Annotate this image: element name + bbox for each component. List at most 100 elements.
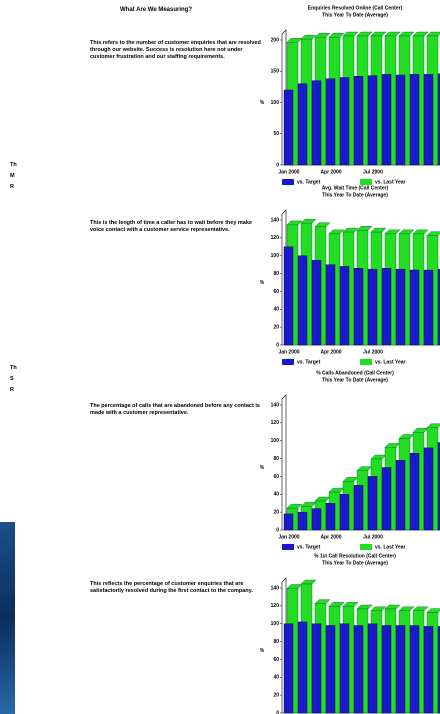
bar-top	[286, 584, 303, 589]
bar	[339, 494, 350, 531]
y-tick-label: 100	[271, 100, 280, 106]
clipped-text: Th	[10, 365, 17, 371]
bar	[311, 80, 322, 166]
bar	[409, 625, 420, 714]
y-tick-label: 120	[271, 420, 280, 426]
bar-top	[300, 218, 317, 224]
y-tick-label: 100	[271, 438, 280, 444]
y-tick-label: 140	[271, 217, 280, 223]
bar	[311, 259, 322, 346]
y-tick-label: 20	[273, 692, 279, 698]
y-tick-label: 0	[276, 342, 279, 348]
bar-top	[412, 31, 429, 37]
x-tick-label: Apr 2000	[320, 349, 341, 355]
bar	[353, 485, 364, 531]
y-tick-label: 20	[273, 324, 279, 330]
bar-top	[384, 443, 401, 448]
bar	[339, 77, 350, 166]
bar-top	[328, 487, 345, 493]
y-tick-label: 140	[271, 585, 280, 591]
bar	[353, 76, 364, 166]
y-axis-label: %	[260, 280, 265, 286]
chart-title: Avg. Wait Time (Call Center)	[322, 185, 389, 191]
legend-label: vs. Last Year	[375, 359, 406, 365]
bar-top	[286, 220, 303, 226]
description: The percentage of calls that are abandon…	[90, 403, 260, 416]
bar-top	[328, 33, 345, 38]
bar-top	[412, 428, 429, 433]
bar-top	[314, 496, 331, 502]
legend-swatch	[360, 179, 372, 185]
y-tick-label: 40	[273, 675, 279, 681]
bar-top	[412, 229, 429, 235]
bar-top	[328, 602, 345, 607]
x-tick-label: Jul 2000	[363, 349, 383, 355]
bar	[353, 268, 364, 346]
bar-top	[356, 31, 373, 37]
bar-top	[370, 606, 387, 611]
y-tick-label: 100	[271, 621, 280, 627]
y-axis-label: %	[260, 465, 265, 471]
bar	[297, 83, 308, 166]
legend-label: vs. Target	[297, 179, 321, 185]
bar	[283, 513, 294, 531]
bar	[339, 623, 350, 714]
bar-top	[314, 33, 331, 38]
bar-top	[370, 31, 387, 37]
y-tick-label: 80	[273, 271, 279, 277]
legend-swatch	[282, 359, 294, 365]
bar-top	[356, 466, 373, 471]
bar	[311, 623, 322, 714]
bar	[423, 626, 434, 714]
bar	[283, 89, 294, 166]
legend-label: vs. Target	[297, 544, 321, 550]
bar	[325, 625, 336, 714]
legend-swatch	[282, 179, 294, 185]
bar-top	[342, 31, 359, 37]
bar-top	[426, 423, 440, 428]
legend-swatch	[360, 544, 372, 550]
bar	[297, 621, 308, 714]
description: This reflects the percentage of customer…	[90, 581, 253, 594]
bar	[367, 75, 378, 166]
bar	[437, 626, 440, 714]
bar-top	[370, 227, 387, 233]
bar	[395, 74, 406, 166]
description: This is the length of time a caller has …	[90, 220, 252, 233]
bar	[297, 255, 308, 346]
y-tick-label: 0	[276, 710, 279, 714]
bar	[367, 268, 378, 346]
bar-top	[342, 477, 359, 482]
y-tick-label: 200	[271, 37, 280, 43]
bar-top	[426, 231, 440, 236]
bar	[325, 503, 336, 531]
y-axis-label: %	[260, 648, 265, 654]
x-tick-label: Jan 2000	[278, 169, 299, 175]
bar	[283, 246, 294, 346]
bar	[409, 453, 420, 531]
bar-top	[356, 604, 373, 610]
legend-label: vs. Last Year	[375, 544, 406, 550]
clipped-text: Th	[10, 162, 17, 168]
legend-label: vs. Target	[297, 359, 321, 365]
bar	[409, 269, 420, 346]
y-tick-label: 50	[273, 131, 279, 137]
bar-top	[342, 227, 359, 233]
bar-top	[342, 602, 359, 607]
y-tick-label: 120	[271, 235, 280, 241]
bar-top	[286, 503, 303, 509]
x-tick-label: Jul 2000	[363, 534, 383, 540]
bar-top	[398, 434, 415, 439]
bar-top	[412, 606, 429, 611]
y-tick-label: 80	[273, 639, 279, 645]
chart-subtitle: This Year To Date (Average)	[322, 192, 388, 198]
clipped-text: M	[10, 173, 15, 179]
bar-top	[426, 608, 440, 613]
bar	[339, 266, 350, 346]
y-tick-label: 80	[273, 456, 279, 462]
x-tick-label: Apr 2000	[320, 534, 341, 540]
x-tick-label: Jan 2000	[278, 349, 299, 355]
bar	[311, 508, 322, 531]
y-tick-label: 40	[273, 492, 279, 498]
